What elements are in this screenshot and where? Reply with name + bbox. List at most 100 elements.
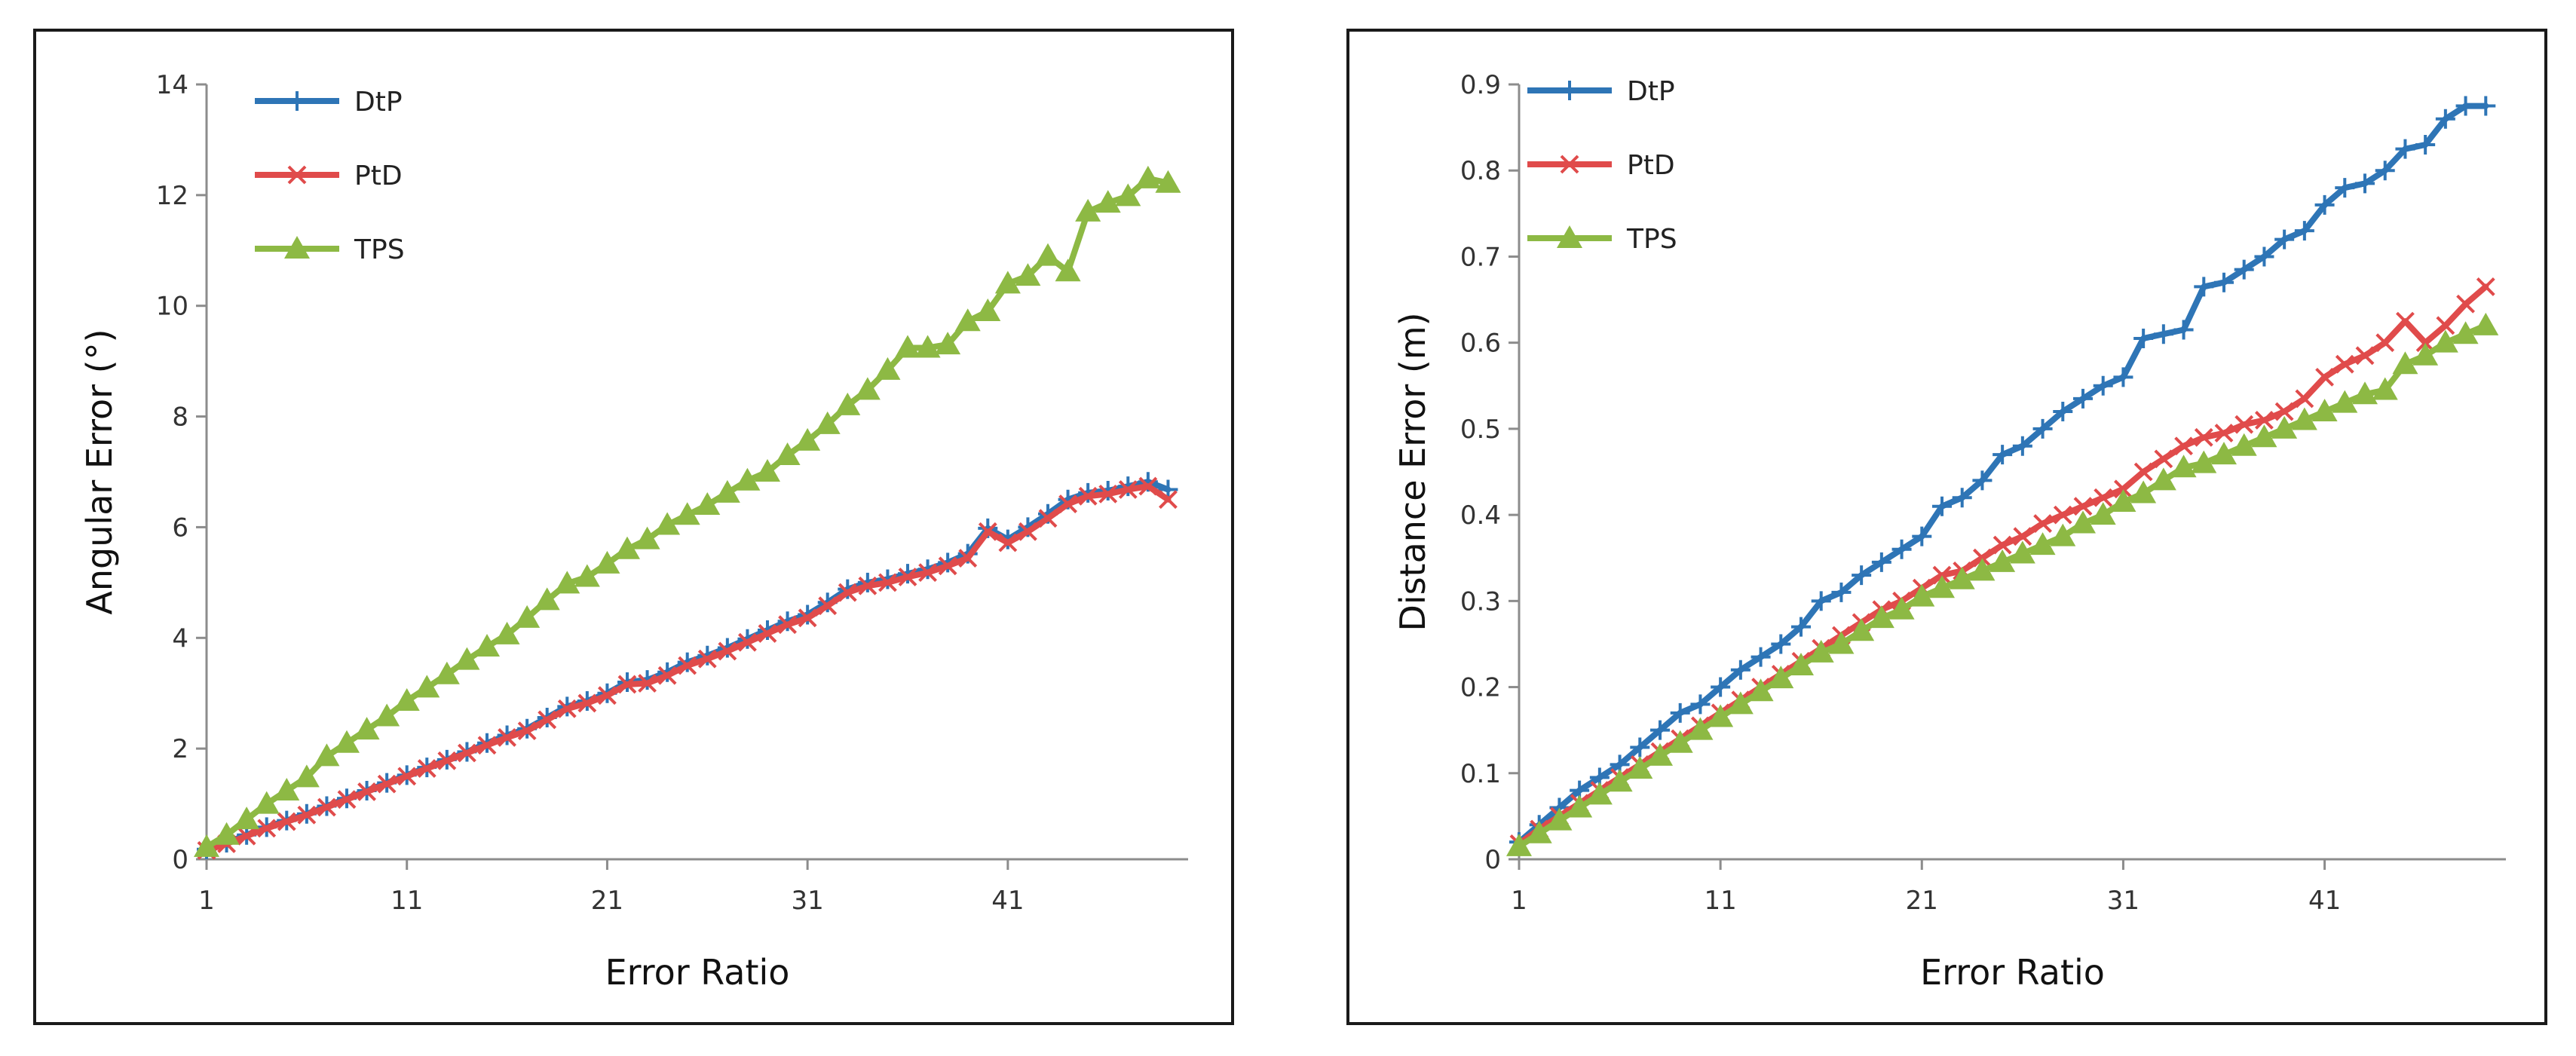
legend-swatch-marker: [1557, 225, 1582, 248]
dtp-point: [1630, 737, 1650, 758]
dtp-point: [2012, 436, 2032, 456]
tps-point: [2271, 415, 2298, 439]
tps-point: [1888, 596, 1915, 620]
tps-point: [914, 335, 941, 358]
dtp-point: [2254, 246, 2274, 267]
ptd-point: [377, 774, 397, 794]
legend: DtP PtD TPS: [1527, 76, 1677, 255]
ptd-point: [1118, 480, 1138, 499]
chart-panel-distance-error: 0 0.1 0.2 0.3 0.4 0.5 0.6 0.7 0.8 0.9 1 11 21 31 41 Err…: [1346, 29, 2547, 1025]
legend-label: TPS: [1626, 224, 1677, 255]
tps-point: [1095, 190, 1121, 213]
dtp-point: [1952, 488, 1972, 508]
tps-point: [1929, 575, 1955, 598]
x-tick-label: 21: [1906, 886, 1938, 916]
ptd-point: [958, 549, 978, 568]
tps-point: [975, 298, 1001, 322]
y-tick-label: 4: [172, 623, 188, 653]
ptd-point: [337, 790, 357, 810]
ptd-point: [1932, 565, 1952, 585]
tps-point: [414, 675, 440, 698]
dtp-point: [2032, 418, 2053, 439]
tps-point: [213, 822, 240, 845]
dtp-point: [1831, 582, 1852, 602]
tps-point: [1567, 794, 1593, 818]
ptd-point: [2174, 436, 2193, 456]
ptd-point: [257, 819, 277, 838]
ptd-point: [458, 743, 476, 763]
ptd-point: [2194, 427, 2213, 447]
tps-point: [2070, 510, 2096, 534]
dtp-point: [2476, 96, 2496, 116]
ptd-point: [557, 699, 577, 718]
dtp-point: [1912, 526, 1932, 546]
ptd-point: [697, 649, 717, 669]
tps-point: [2009, 540, 2035, 564]
tps-point: [2231, 433, 2257, 456]
dtp-point: [2234, 259, 2254, 280]
dtp-point: [1771, 634, 1791, 654]
y-axis-title: Angular Error (°): [79, 329, 120, 614]
tps-point: [514, 605, 541, 628]
ptd-point: [277, 812, 296, 831]
y-tick-label: 14: [156, 70, 188, 100]
tps-point: [1055, 259, 1081, 282]
ptd-point: [2073, 497, 2093, 516]
ptd-point: [1018, 522, 1037, 541]
tps-point: [774, 442, 801, 465]
ptd-point: [2415, 333, 2435, 353]
tps-point: [454, 647, 480, 670]
dtp-point: [2455, 96, 2476, 116]
tps-point: [194, 834, 219, 857]
dtp-point: [1871, 552, 1891, 572]
y-tick-label: 12: [156, 181, 188, 211]
y-tick-label: 0.4: [1460, 500, 1501, 531]
tps-point: [574, 564, 600, 587]
tps-point: [253, 791, 280, 814]
x-tick-label: 31: [2107, 886, 2140, 916]
tps-point: [2352, 381, 2378, 405]
tps-point: [1115, 183, 1141, 207]
tps-point: [433, 661, 460, 684]
tps-point: [1849, 618, 1875, 641]
ptd-point: [2436, 316, 2455, 335]
y-axis-title: Distance Error (m): [1392, 312, 1433, 631]
y-tick-label: 0.2: [1460, 673, 1501, 703]
ptd-point: [2255, 411, 2274, 430]
series-tps: [194, 165, 1181, 857]
y-tick-label: 0.1: [1460, 759, 1501, 789]
dtp-point: [1751, 647, 1771, 667]
tps-point: [1015, 263, 1041, 286]
tps-point: [1647, 742, 1673, 766]
x-tick-label: 1: [1511, 886, 1527, 916]
dtp-point: [2274, 229, 2295, 249]
y-tick-label: 10: [156, 292, 188, 322]
ptd-point: [1058, 494, 1077, 514]
ptd-point: [598, 686, 617, 706]
ptd-point: [2094, 488, 2113, 507]
ptd-point: [437, 751, 457, 770]
tps-point: [2473, 312, 2499, 335]
tps-point: [714, 479, 740, 503]
dtp-point: [2173, 320, 2194, 340]
y-tick-label: 0.7: [1460, 242, 1501, 272]
x-axis-title: Error Ratio: [1920, 952, 2105, 993]
ptd-point: [838, 583, 857, 602]
dtp-point: [2294, 221, 2314, 241]
tps-point: [1989, 549, 2016, 572]
legend-label: PtD: [1627, 150, 1675, 181]
legend: DtP PtD TPS: [255, 87, 405, 265]
tps-point: [1909, 583, 1935, 607]
x-tick-label: 21: [591, 886, 623, 916]
ptd-point: [898, 568, 917, 586]
tps-point: [1546, 807, 1573, 831]
ptd-point: [978, 522, 997, 541]
tps-point: [795, 427, 821, 451]
tps-point: [1808, 639, 1834, 663]
ptd-point: [2013, 527, 2032, 546]
tps-point: [1747, 678, 1774, 702]
tps-point: [1708, 704, 1734, 727]
tps-point: [2291, 407, 2317, 430]
ptd-point: [938, 556, 957, 576]
tps-point: [694, 492, 721, 516]
